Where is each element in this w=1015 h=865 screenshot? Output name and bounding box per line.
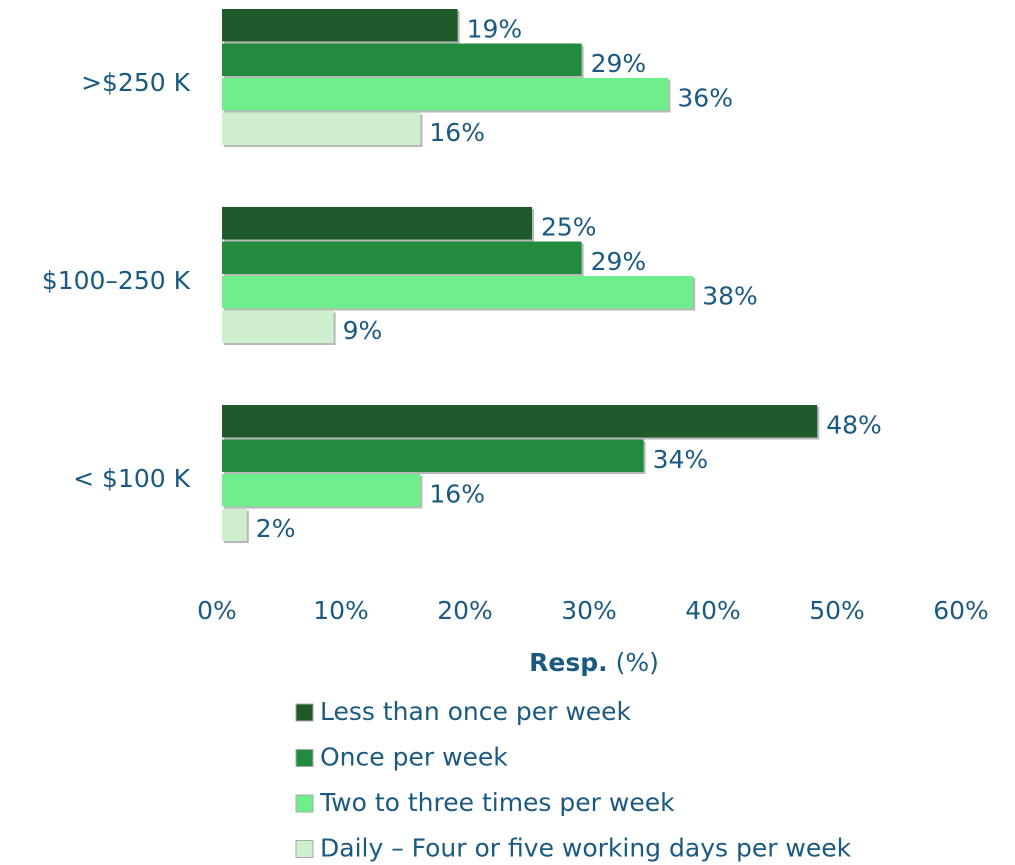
category-label: >$250 K: [81, 68, 191, 97]
x-axis-label: Resp. (%): [529, 648, 659, 677]
category-label: < $100 K: [73, 464, 190, 493]
x-tick-label: 0%: [197, 596, 237, 625]
x-tick-label: 60%: [933, 596, 989, 625]
value-label: 25%: [541, 212, 597, 241]
bar: [222, 474, 421, 507]
legend-swatch: [295, 703, 314, 722]
value-label: 34%: [653, 445, 709, 474]
bar: [222, 405, 818, 438]
x-tick-label: 50%: [809, 596, 865, 625]
x-tick-label: 30%: [561, 596, 617, 625]
bar: [222, 112, 421, 145]
legend-swatch: [295, 840, 314, 858]
value-label: 36%: [677, 83, 733, 112]
x-axis-label-unit: (%): [616, 648, 659, 677]
value-label: 9%: [343, 316, 383, 345]
bar: [222, 276, 694, 309]
bar: [222, 207, 532, 240]
bar: [222, 439, 644, 472]
legend-label: Two to three times per week: [319, 788, 675, 817]
legend-swatch: [295, 794, 314, 813]
bar: [222, 310, 334, 343]
value-label: 29%: [591, 247, 647, 276]
x-axis-label-main: Resp.: [529, 648, 607, 677]
category-label: $100–250 K: [42, 266, 191, 295]
value-label: 2%: [256, 514, 296, 543]
value-label: 48%: [826, 410, 882, 439]
legend-label: Less than once per week: [320, 697, 632, 726]
value-label: 16%: [429, 479, 485, 508]
value-label: 16%: [429, 118, 485, 147]
bar: [222, 241, 582, 274]
value-label: 38%: [702, 281, 758, 310]
bar: [222, 78, 669, 111]
legend-swatch: [295, 749, 314, 767]
x-tick-label: 40%: [685, 596, 741, 625]
value-label: 19%: [467, 14, 523, 43]
legend-label: Daily – Four or five working days per we…: [320, 834, 852, 863]
bar: [222, 9, 458, 42]
value-label: 29%: [591, 49, 647, 78]
bar: [222, 43, 582, 76]
bar: [222, 508, 247, 541]
legend-label: Once per week: [320, 743, 508, 772]
x-tick-label: 20%: [437, 596, 493, 625]
x-tick-label: 10%: [313, 596, 369, 625]
